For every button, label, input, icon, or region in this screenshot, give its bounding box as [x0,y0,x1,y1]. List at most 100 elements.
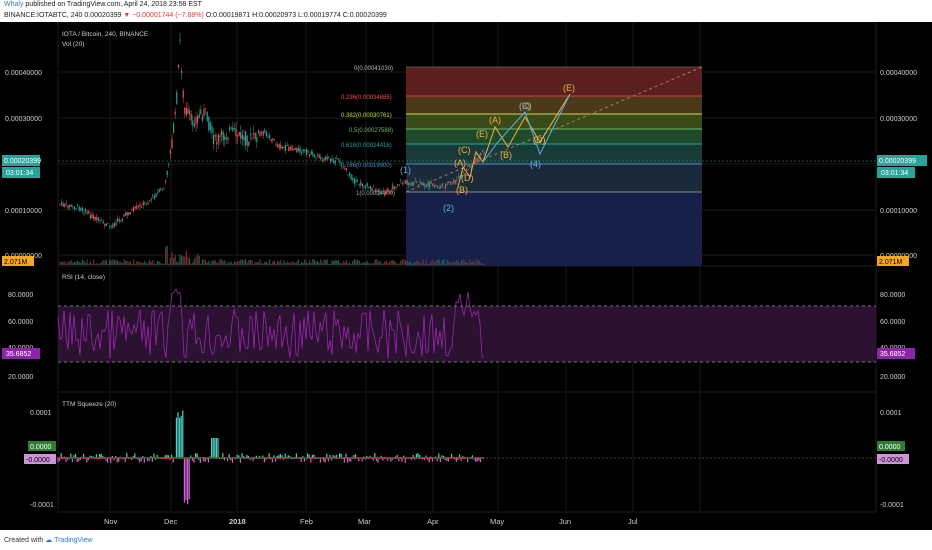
candle-body [448,181,450,183]
chart-canvas[interactable]: 0(0.00041030) 0.236(0.00034685) 0.382(0.… [0,21,932,530]
ttm-squeeze-dot [151,457,153,459]
candle-body [126,212,128,216]
volume-legend[interactable]: Vol (20) [62,41,84,48]
ttm-squeeze-dot [215,457,217,459]
fib-retracement[interactable]: 0(0.00041030) 0.236(0.00034685) 0.382(0.… [341,66,703,266]
volume-bar [230,261,232,265]
ttm-squeeze-dot [188,457,190,459]
ttm-squeeze-dot [473,457,475,459]
volume-bar [483,263,485,265]
candle-body [406,180,408,185]
candle-body [446,183,448,185]
ttm-axis-left[interactable]: 0.0001 -0.0001 [30,410,54,509]
rsi-tick-right-4: 20.0000 [880,374,905,381]
author-link[interactable]: Whaly [4,1,24,8]
ttm-bar [281,455,283,458]
candle-body [317,154,319,156]
price-tag-right-bg [877,155,927,166]
ttm-squeeze-dot [254,457,256,459]
volume-bar [392,260,394,265]
ttm-bar [95,454,97,458]
candle-body [309,154,311,156]
candle-body [360,181,362,186]
ttm-pane[interactable] [57,391,877,513]
volume-bar [387,263,389,265]
rsi-axis-left[interactable]: 80.0000 60.0000 40.0000 20.0000 [8,292,33,381]
volume-bar [176,261,178,265]
ttm-squeeze-dot [449,457,451,459]
ttm-squeeze-dot [431,457,433,459]
volume-bar [283,260,285,265]
ttm-bar [76,458,78,463]
candle-body [297,148,299,152]
candle-body [243,136,245,141]
candle-body [237,135,239,137]
ttm-bar [287,455,289,458]
candle-body [464,173,466,175]
ttm-axis-right[interactable]: 0.0001 -0.0001 [880,410,904,509]
ttm-legend[interactable]: TTM Squeeze (20) [62,401,116,408]
ttm-squeeze-dot [355,457,357,459]
volume-bar [65,263,67,265]
volume-bar [437,259,439,265]
rsi-axis-right[interactable]: 80.0000 60.0000 40.0000 20.0000 [880,292,905,381]
ttm-bar [275,458,277,462]
price-candles[interactable] [59,32,485,230]
main-legend-title[interactable]: IOTA / Bitcoin, 240, BINANCE [62,31,149,38]
ttm-squeeze-dot [377,457,379,459]
volume-bar [179,254,181,265]
wave-projections[interactable] [457,93,571,188]
symbol-line: BINANCE:IOTABTC, 240 0.00020399 ▼ −0.000… [4,12,387,19]
candle-body [182,90,184,98]
volume-bar [373,263,375,265]
ttm-tick-right-1: 0.0001 [880,410,902,417]
volume-bar [115,259,117,265]
ttm-squeeze-dot [148,457,150,459]
ttm-bar [118,458,120,462]
candle-body [296,148,298,153]
candle-body [200,109,202,114]
price-tag-left: 0.00020399 03:01:34 [2,155,41,178]
candle-body [277,144,279,147]
ttm-bar [211,438,213,458]
volume-bar [411,263,413,265]
volume-bar [405,260,407,265]
volume-bar [393,260,395,265]
ttm-squeeze-dot [303,457,305,459]
fib-label-618: 0.618(0.00024416) [341,143,392,149]
time-axis[interactable]: Nov Dec 2018 Feb Mar Apr May Jun Jul [104,517,638,526]
volume-bar [128,261,130,265]
ttm-squeeze-dot [481,457,483,459]
ttm-squeeze-dot [156,457,158,459]
volume-bar [358,260,360,265]
volume-bar [281,263,283,265]
fib-label-5: 0.5(0.00027588) [349,128,393,134]
candle-body [201,115,203,121]
chart-svg[interactable]: 0(0.00041030) 0.236(0.00034685) 0.382(0.… [0,21,932,530]
rsi-legend[interactable]: RSI (14, close) [62,274,105,281]
ttm-squeeze-dot [350,457,352,459]
ttm-bar [478,458,480,461]
tradingview-brand-link[interactable]: TradingView [54,537,93,544]
candle-body [161,189,163,191]
candle-body [211,126,213,133]
candle-body [149,200,151,202]
candle-body [453,180,455,183]
volume-bar [329,263,331,265]
volume-bar [144,260,146,265]
time-tick-may: May [490,517,504,526]
volume-bar [286,261,288,265]
ttm-squeeze-dot [267,457,269,459]
volume-bar [174,254,176,265]
candle-body [413,182,415,186]
ttm-bar [110,458,112,463]
candle-body [88,211,90,214]
ttm-bar [227,458,229,462]
candle-body [395,186,397,188]
ttm-squeeze-dot [217,457,219,459]
candle-body [293,149,295,151]
candle-body [470,165,472,169]
candle-body [128,212,130,215]
candle-body [342,167,344,169]
volume-bar [173,258,175,265]
